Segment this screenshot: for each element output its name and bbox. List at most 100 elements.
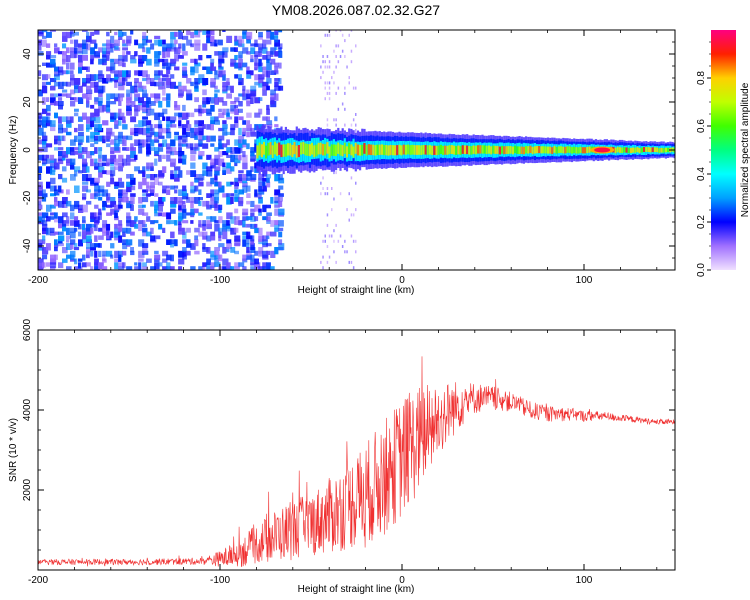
heatmap-cell [616, 146, 619, 153]
heatmap-cell [218, 158, 225, 167]
heatmap-cell [114, 181, 120, 187]
heatmap-cell [42, 212, 49, 218]
heatmap-cell [278, 43, 283, 49]
heatmap-cell [266, 104, 270, 110]
heatmap-cell [126, 212, 131, 219]
heatmap-cell [170, 47, 177, 52]
heatmap-cell [389, 144, 392, 156]
heatmap-cell [58, 70, 64, 76]
heatmap-cell [154, 112, 161, 121]
heatmap-cell [234, 227, 239, 233]
heatmap-cell [98, 185, 105, 193]
heatmap-cell [326, 187, 329, 190]
heatmap-cell [162, 227, 166, 233]
heatmap-cell [280, 144, 283, 158]
heatmap-cell [226, 243, 232, 250]
heatmap-cell [270, 231, 277, 237]
heatmap-cell [234, 193, 240, 200]
heatmap-cell [162, 116, 166, 121]
heatmap-cell [234, 35, 238, 42]
heatmap-cell [182, 112, 189, 119]
heatmap-cell [588, 146, 591, 153]
heatmap-cell [114, 166, 119, 170]
heatmap-cell [134, 139, 141, 146]
heatmap-cell [74, 85, 80, 94]
heatmap-cell [146, 120, 152, 126]
heatmap-cell [190, 58, 197, 63]
heatmap-cell [142, 166, 146, 172]
heatmap-cell [242, 139, 247, 145]
heatmap-cell [420, 145, 423, 155]
heatmap-cell [335, 118, 337, 122]
heatmap-cell [78, 116, 83, 122]
heatmap-cell [190, 143, 194, 151]
heatmap-cell [162, 47, 168, 52]
heatmap-cell [174, 85, 179, 89]
heatmap-cell [142, 212, 149, 216]
heatmap-cell [238, 143, 244, 148]
heatmap-cell [62, 81, 68, 87]
heatmap-cell [58, 93, 62, 97]
heatmap-cell [82, 158, 87, 165]
heatmap-cell [266, 216, 271, 222]
heatmap-cell [126, 162, 131, 166]
heatmap-cell [246, 131, 250, 138]
heatmap-cell [442, 145, 445, 155]
heatmap-cell [341, 245, 344, 248]
heatmap-cell [182, 62, 188, 66]
heatmap-cell [214, 97, 219, 105]
heatmap-cell [174, 112, 180, 117]
heatmap-cell [324, 81, 326, 85]
heatmap-cell [222, 227, 227, 232]
heatmap-cell [142, 247, 148, 254]
heatmap-cell [274, 116, 278, 122]
heatmap-cell [38, 89, 43, 97]
heatmap-cell [262, 181, 266, 187]
heatmap-cell [322, 70, 324, 74]
heatmap-cell [66, 189, 70, 195]
colorbar-ticks: 0.00.20.40.60.8 [696, 41, 711, 277]
heatmap-cell [58, 124, 64, 130]
heatmap-cell [106, 101, 111, 108]
heatmap-cell [557, 146, 560, 154]
y-tick-label: -40 [22, 238, 33, 253]
heatmap-cell [162, 74, 169, 78]
heatmap-cell [106, 31, 110, 37]
heatmap-cell [130, 151, 136, 159]
heatmap-cell [274, 66, 279, 73]
heatmap-cell [186, 239, 191, 244]
heatmap-cell [266, 62, 272, 71]
heatmap-cell [78, 131, 84, 137]
heatmap-cell [182, 227, 186, 235]
heatmap-cell [226, 139, 230, 146]
heatmap-cell [166, 239, 172, 245]
heatmap-cell [98, 250, 102, 257]
heatmap-cell [190, 162, 196, 169]
heatmap-cell [134, 216, 138, 222]
heatmap-cell [210, 204, 216, 208]
heatmap-cell [86, 135, 90, 143]
heatmap-cell [198, 154, 203, 160]
heatmap-cell [194, 81, 199, 89]
heatmap-cell [242, 174, 248, 181]
heatmap-cell [214, 39, 219, 45]
heatmap-cell [46, 120, 52, 127]
heatmap-cell [142, 116, 148, 120]
heatmap-cell [118, 223, 123, 232]
heatmap-cell [222, 74, 226, 81]
heatmap-cell [178, 200, 184, 206]
heatmap-cell [234, 162, 238, 167]
heatmap-cell [178, 227, 185, 235]
heatmap-cell [70, 147, 75, 152]
heatmap-cell [182, 250, 187, 257]
heatmap-cell [352, 213, 355, 217]
heatmap-cell [246, 250, 252, 256]
heatmap-cell [118, 81, 124, 86]
heatmap-cell [178, 220, 182, 226]
heatmap-cell [138, 258, 144, 262]
y-tick-label: 2000 [22, 478, 33, 501]
heatmap-cell [258, 74, 265, 80]
heatmap-cell [146, 185, 151, 192]
heatmap-cell [138, 70, 143, 77]
heatmap-cell [222, 193, 229, 198]
